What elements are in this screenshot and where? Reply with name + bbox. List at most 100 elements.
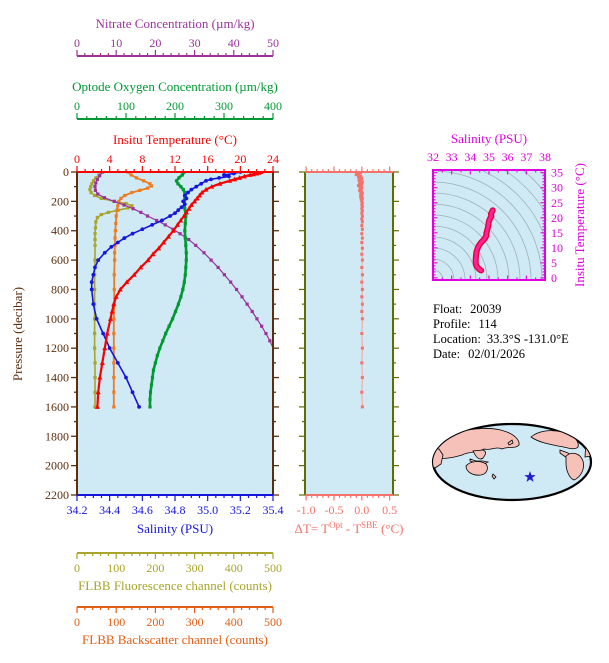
pressure-tick-label: 800: [51, 282, 69, 296]
data-marker: [250, 172, 256, 177]
float-location-star: [524, 471, 536, 482]
data-marker: [179, 185, 183, 189]
data-marker: [360, 227, 364, 231]
nitrate-axis-title: Nitrate Concentration (µm/kg): [95, 16, 254, 31]
pressure-tick-label: 0: [63, 165, 69, 179]
data-marker: [360, 203, 364, 207]
data-marker: [194, 184, 199, 189]
data-marker: [93, 346, 97, 350]
main-plot-background: [77, 172, 273, 495]
pressure-tick-label: 2000: [45, 459, 69, 473]
data-marker: [178, 217, 184, 223]
data-marker: [181, 213, 187, 219]
data-marker: [155, 353, 159, 358]
data-marker: [138, 264, 144, 270]
data-marker: [360, 265, 364, 269]
pressure-tick-label: 600: [51, 253, 69, 267]
temperature-tick-label: 20: [234, 152, 246, 166]
backscatter-tick-label: 400: [225, 615, 243, 629]
data-marker: [360, 361, 364, 365]
data-marker: [161, 239, 167, 245]
series-temperature: [94, 172, 264, 409]
data-marker: [188, 202, 194, 208]
data-marker: [182, 193, 187, 198]
data-marker: [360, 211, 364, 215]
profile-series: [88, 172, 496, 409]
data-marker: [163, 223, 167, 227]
info-location-value: 33.3°S -131.0°E: [487, 332, 569, 346]
data-marker: [89, 280, 94, 285]
data-marker: [360, 224, 364, 228]
data-marker: [183, 273, 187, 277]
info-date: Date: 02/01/2026: [433, 347, 525, 361]
delta-t-tick-label: -0.5: [324, 503, 343, 517]
data-marker: [93, 287, 97, 292]
data-marker: [360, 258, 364, 262]
data-marker: [102, 345, 108, 351]
data-marker: [186, 190, 190, 195]
data-marker: [151, 368, 156, 372]
data-marker: [101, 331, 106, 336]
series-ts-curve: [472, 207, 496, 274]
ts-salinity-title: Salinity (PSU): [451, 131, 527, 146]
data-marker: [356, 175, 360, 179]
backscatter-tick-label: 500: [264, 615, 282, 629]
data-marker: [124, 375, 128, 380]
data-marker: [117, 286, 123, 292]
temperature-tick-label: 24: [267, 152, 279, 166]
data-marker: [170, 228, 176, 233]
info-location-label: Location:: [433, 332, 481, 346]
data-marker: [209, 258, 213, 262]
ts-temperature-tick-label: 25: [551, 196, 563, 210]
data-marker: [123, 193, 127, 198]
data-marker: [204, 178, 208, 183]
data-marker: [112, 346, 116, 350]
series-delta-t: [354, 172, 364, 409]
data-marker: [129, 173, 133, 177]
data-marker: [112, 317, 116, 321]
ts-salinity-tick-label: 35: [483, 150, 495, 164]
data-marker: [360, 405, 364, 409]
data-marker: [119, 196, 123, 201]
backscatter-tick-label: 100: [107, 615, 125, 629]
pressure-tick-label: 1400: [45, 371, 69, 385]
axes-and-ticks: 0200400600800100012001400160018002000220…: [45, 36, 563, 629]
data-marker: [209, 177, 213, 182]
data-marker: [216, 265, 220, 270]
delta-t-title-main: ΔT= T: [295, 521, 330, 536]
salinity-tick-label: 34.8: [165, 503, 186, 517]
data-marker: [107, 316, 113, 321]
info-profile: Profile: 114: [433, 317, 498, 331]
data-marker: [247, 172, 253, 177]
data-marker: [115, 360, 120, 365]
data-marker: [176, 182, 180, 186]
data-marker: [113, 243, 117, 248]
data-marker: [229, 280, 233, 284]
data-marker: [116, 204, 120, 208]
salinity-tick-label: 35.0: [197, 503, 218, 517]
data-marker: [178, 232, 182, 236]
data-marker: [93, 237, 97, 242]
oxygen-tick-label: 100: [117, 99, 135, 113]
data-marker: [176, 302, 181, 306]
data-marker: [122, 236, 127, 240]
data-marker: [360, 199, 364, 203]
info-profile-value: 114: [479, 317, 498, 331]
info-float: Float: 20039: [433, 302, 501, 316]
data-marker: [154, 218, 159, 223]
landmass-japan: [507, 439, 514, 446]
nitrate-axis: 0 10 20 30 40 50: [74, 36, 279, 57]
data-marker: [260, 324, 264, 328]
data-marker: [240, 295, 244, 299]
data-marker: [109, 308, 115, 314]
ts-temperature-tick-label: 30: [551, 181, 563, 195]
data-marker: [360, 317, 364, 321]
data-marker: [106, 210, 110, 214]
landmass-north-america: [530, 430, 579, 450]
data-marker: [112, 287, 116, 292]
data-marker: [359, 188, 363, 192]
ts-temperature-tick-label: 5: [551, 256, 557, 270]
ts-temperature-tick-label: 10: [551, 241, 563, 255]
delta-t-panel-background: [305, 172, 393, 495]
